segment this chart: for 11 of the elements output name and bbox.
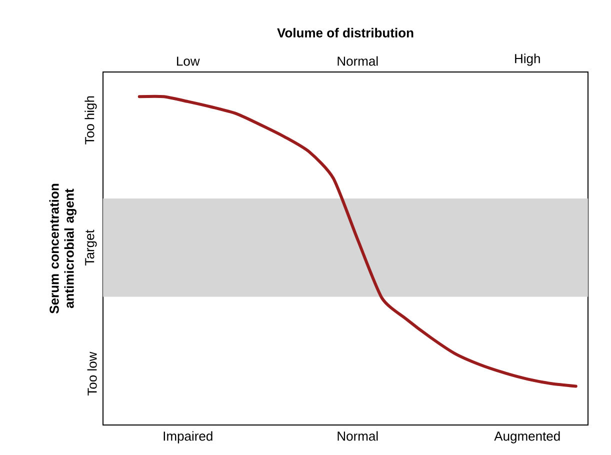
text: Too low xyxy=(87,352,97,396)
y-axis-title: Serum concentration antimicrobial agent xyxy=(49,184,76,314)
text: Low xyxy=(177,56,200,66)
x-tick-label: Impaired xyxy=(164,431,212,444)
text: Too high xyxy=(84,96,97,144)
x-axis-title: Volume of distribution xyxy=(277,28,414,38)
text: Normal xyxy=(338,56,378,66)
x-tick-label: Normal xyxy=(338,431,378,441)
text: High xyxy=(515,54,540,66)
x-tick-label: Augmented xyxy=(494,431,560,444)
text: Target xyxy=(85,230,97,266)
